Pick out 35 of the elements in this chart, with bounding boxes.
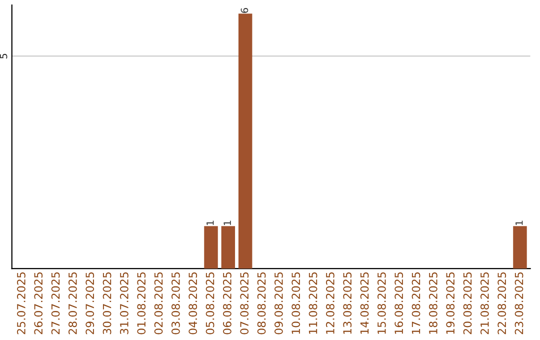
x-tick-label: 29.07.2025 <box>86 272 94 334</box>
x-tick-label: 31.07.2025 <box>120 272 128 334</box>
x-tick-label: 21.08.2025 <box>480 272 489 334</box>
x-tick-label: 01.08.2025 <box>137 272 146 334</box>
x-tick-label: 06.08.2025 <box>222 272 232 334</box>
x-tick-label: 22.08.2025 <box>498 272 506 334</box>
data-label: 1 <box>224 220 231 226</box>
x-tick-label: 27.07.2025 <box>51 272 60 334</box>
x-tick-label: 30.07.2025 <box>102 272 112 334</box>
x-tick-label: 12.08.2025 <box>326 272 334 334</box>
data-label: 6 <box>240 8 248 13</box>
x-tick-label: 19.08.2025 <box>446 272 455 334</box>
x-tick-label: 11.08.2025 <box>308 272 318 334</box>
x-tick-label: 17.08.2025 <box>412 272 420 334</box>
x-tick-label: 25.07.2025 <box>17 272 26 334</box>
x-tick-label: 03.08.2025 <box>171 272 180 334</box>
data-label: 1 <box>516 220 523 226</box>
x-tick-label: 07.08.2025 <box>240 272 249 334</box>
x-tick-label: 13.08.2025 <box>343 272 352 334</box>
data-label: 1 <box>206 220 214 226</box>
y-tick-label: 5 <box>0 54 8 58</box>
x-tick-label: 05.08.2025 <box>206 272 214 334</box>
x-tick-label: 15.08.2025 <box>377 272 386 334</box>
x-tick-label: 14.08.2025 <box>360 272 369 334</box>
x-tick-label: 18.08.2025 <box>428 272 438 334</box>
x-tick-label: 02.08.2025 <box>154 272 163 334</box>
x-tick-label: 28.07.2025 <box>68 272 77 334</box>
x-tick-label: 04.08.2025 <box>188 272 198 334</box>
x-tick-label: 16.08.2025 <box>394 272 404 334</box>
x-tick-label: 10.08.2025 <box>292 272 300 334</box>
x-tick-label: 09.08.2025 <box>274 272 283 334</box>
x-tick-label: 08.08.2025 <box>257 272 266 334</box>
x-tick-label: 20.08.2025 <box>463 272 472 334</box>
x-tick-label: 23.08.2025 <box>514 272 524 334</box>
x-tick-label: 26.07.2025 <box>34 272 43 334</box>
